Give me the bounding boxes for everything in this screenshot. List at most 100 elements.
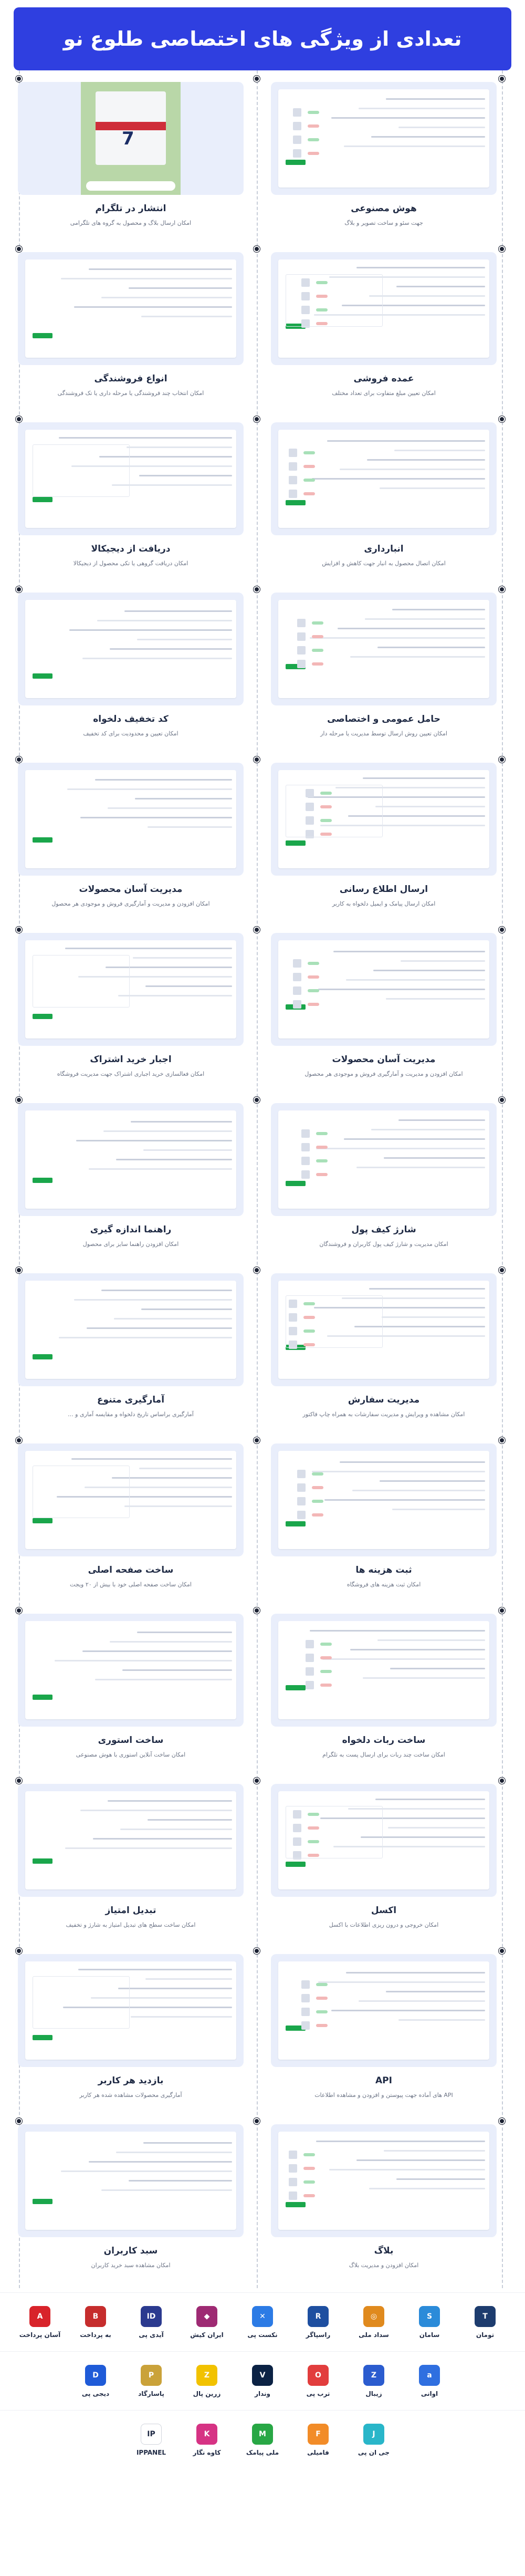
feature-screenshot-frame xyxy=(18,933,244,1046)
feature-description: امکان افزودن و مدیریت بلاگ xyxy=(349,2262,419,2269)
gateway-item: V وندار xyxy=(235,2364,290,2397)
gateway-item: P پاسارگاد xyxy=(123,2364,179,2397)
gateway-name: اوانی xyxy=(421,2390,438,2397)
feature-row: ارسال اطلاع رسانی امکان ارسال پیامک و ایم… xyxy=(0,751,525,927)
feature-card: اکسل امکان خروجی و درون ریزی اطلاعات با ا… xyxy=(271,1784,497,1930)
feature-card: ساخت استوری امکان ساخت آنلاین استوری با ه… xyxy=(18,1614,244,1760)
panel-screenshot xyxy=(25,1621,236,1719)
gateway-name: نکست پی xyxy=(247,2331,278,2339)
timeline-dot xyxy=(254,1948,260,1954)
panel-screenshot xyxy=(278,1961,489,2060)
feature-card: مدیریت سفارش امکان مشاهده و ویرایش و مدیر… xyxy=(271,1273,497,1419)
feature-screenshot-frame xyxy=(271,1273,497,1386)
timeline-dot xyxy=(499,1097,505,1103)
feature-screenshot-frame xyxy=(18,422,244,535)
timeline-dot xyxy=(499,1948,505,1954)
panel-screenshot xyxy=(25,940,236,1038)
feature-title: هوش مصنوعی xyxy=(351,203,417,214)
timeline-dot xyxy=(254,1778,260,1784)
feature-card: API API های آماده جهت پیوستن و افزودن و م… xyxy=(271,1954,497,2100)
feature-description: امکان تعیین مبلغ متفاوت برای تعداد مختلف xyxy=(332,390,436,397)
feature-title: حامل عمومی و اختصاصی xyxy=(327,714,440,724)
timeline-dot xyxy=(499,1267,505,1273)
gateway-name: وندار xyxy=(255,2390,270,2397)
gateway-name: ترب پی xyxy=(306,2390,330,2397)
gateway-name: سداد ملی xyxy=(359,2331,389,2339)
panel-screenshot xyxy=(278,259,489,358)
feature-card: انواع فروشندگی امکان انتخاب چند فروشندگی … xyxy=(18,252,244,398)
timeline-dot xyxy=(16,76,22,82)
feature-row: شارژ کیف پول امکان مدیریت و شارژ کیف پول … xyxy=(0,1092,525,1268)
feature-card: عمده فروشی امکان تعیین مبلغ متفاوت برای ت… xyxy=(271,252,497,398)
panel-screenshot xyxy=(278,2132,489,2230)
timeline-dot xyxy=(16,756,22,763)
feature-screenshot-frame xyxy=(18,1784,244,1897)
gateway-item: B به پرداخت xyxy=(68,2305,123,2339)
telegram-message-bar xyxy=(86,181,175,191)
feature-screenshot-frame xyxy=(271,1614,497,1727)
timeline-dot xyxy=(499,1607,505,1614)
panel-screenshot xyxy=(25,770,236,868)
gateway-name: ملی پیامک xyxy=(246,2448,279,2456)
feature-description: امکان ثبت هزینه های فروشگاه xyxy=(346,1581,421,1588)
feature-title: مدیریت سفارش xyxy=(348,1395,420,1405)
panel-screenshot xyxy=(278,770,489,868)
feature-title: ثبت هزینه ها xyxy=(355,1565,412,1575)
timeline-dot xyxy=(499,756,505,763)
feature-card: مدیریت آسان محصولات امکان افزودن و مدیریت… xyxy=(271,933,497,1079)
timeline-dot xyxy=(254,927,260,933)
gateway-item: T تومان xyxy=(457,2305,513,2339)
gateway-item: F فامیلی xyxy=(290,2423,346,2456)
gateway-item: IP IPPANEL xyxy=(123,2423,179,2456)
gateway-item: ◆ ایران کیش xyxy=(179,2305,235,2339)
timeline-dot xyxy=(254,1267,260,1273)
feature-row: مدیریت آسان محصولات امکان افزودن و مدیریت… xyxy=(0,921,525,1097)
gateway-row-3: J جی ان پی F فامیلی M ملی پیامک K کاوه نگار IP IP… xyxy=(0,2410,525,2469)
feature-screenshot-frame xyxy=(18,1443,244,1556)
feature-row: هوش مصنوعی جهت سئو و ساخت تصویر و بلاگ 7 ان… xyxy=(0,70,525,246)
hero-banner: تعدادی از ویژگی های اختصاصی طلوع نو xyxy=(14,7,511,70)
gateway-item: M ملی پیامک xyxy=(235,2423,290,2456)
timeline-dot xyxy=(16,1948,22,1954)
payment-gateways: T تومان S سامان ◎ سداد ملی R راسپاگر ✕ نکست پی ◆ ای… xyxy=(0,2292,525,2469)
timeline-dot xyxy=(254,2118,260,2124)
gateway-name: آیدی پی xyxy=(139,2331,164,2339)
feature-screenshot-frame xyxy=(271,1103,497,1216)
timeline-dot xyxy=(254,76,260,82)
gateway-item: a اوانی xyxy=(402,2364,457,2397)
feature-description: جهت سئو و ساخت تصویر و بلاگ xyxy=(344,220,423,226)
feature-card: راهنما اندازه گیری امکان افزودن راهنما سا… xyxy=(18,1103,244,1249)
timeline-dot xyxy=(16,2118,22,2124)
panel-screenshot xyxy=(278,1110,489,1209)
feature-description: امکان فعالسازی خرید اجباری اشتراک جهت مد… xyxy=(57,1071,205,1077)
feature-screenshot-frame xyxy=(18,1954,244,2067)
timeline-dot xyxy=(499,76,505,82)
timeline-dot xyxy=(499,416,505,422)
feature-row: عمده فروشی امکان تعیین مبلغ متفاوت برای ت… xyxy=(0,241,525,417)
gateway-item: K کاوه نگار xyxy=(179,2423,235,2456)
feature-screenshot-frame xyxy=(271,2124,497,2237)
feature-card: ساخت ربات دلخواه امکان ساخت چند ربات برای… xyxy=(271,1614,497,1760)
gateway-name: جی ان پی xyxy=(358,2448,390,2456)
feature-title: عمده فروشی xyxy=(353,373,414,384)
timeline-dot xyxy=(499,1437,505,1443)
gateway-name: کاوه نگار xyxy=(193,2448,221,2456)
feature-screenshot-frame xyxy=(271,1954,497,2067)
feature-row: بلاگ امکان افزودن و مدیریت بلاگ سبد کاربرا… xyxy=(0,2113,525,2289)
panel-screenshot xyxy=(278,1281,489,1379)
feature-row: اکسل امکان خروجی و درون ریزی اطلاعات با ا… xyxy=(0,1772,525,1948)
feature-title: مدیریت آسان محصولات xyxy=(79,884,183,895)
timeline-dot xyxy=(16,586,22,593)
feature-description: امکان ساخت صفحه اصلی خود با بیش از ۲۰ وی… xyxy=(70,1581,192,1588)
feature-title: بلاگ xyxy=(374,2246,394,2256)
feature-description: امکان ساخت سطح های تبدیل امتیاز به شارژ … xyxy=(66,1921,196,1928)
feature-screenshot-frame xyxy=(271,1443,497,1556)
melipayamak-logo: M xyxy=(252,2423,273,2445)
panel-screenshot xyxy=(278,1621,489,1719)
timeline-dot xyxy=(254,1097,260,1103)
feature-title: اجبار خرید اشتراک xyxy=(90,1054,172,1065)
gateway-row-2: a اوانی Z زیبال O ترب پی V وندار Z زرین پال P پاسار… xyxy=(0,2351,525,2410)
feature-screenshot-frame xyxy=(18,593,244,705)
timeline-dot xyxy=(16,246,22,252)
feature-screenshot-frame xyxy=(18,1273,244,1386)
